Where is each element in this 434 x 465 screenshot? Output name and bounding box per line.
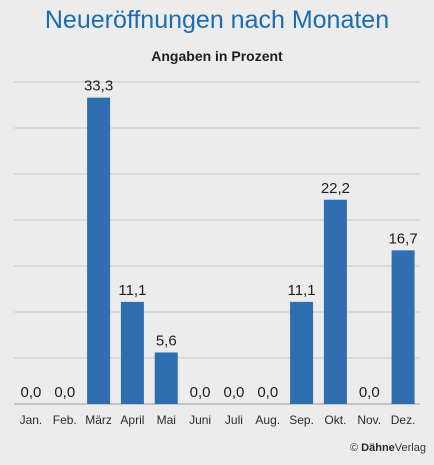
- chart-title: Neueröffnungen nach Monaten: [44, 6, 390, 34]
- x-tick-label: Dez.: [391, 413, 416, 427]
- x-tick-label: Mai: [157, 413, 176, 427]
- bar-Dez.: [391, 250, 415, 404]
- x-tick-label: Nov.: [357, 413, 381, 427]
- value-label: 0,0: [20, 384, 41, 401]
- bar-März: [87, 97, 111, 404]
- chart-subtitle: Angaben in Prozent: [151, 48, 283, 64]
- value-label: 0,0: [54, 384, 75, 401]
- value-label: 11,1: [118, 282, 146, 299]
- value-label: 11,1: [288, 282, 316, 299]
- x-tick-label: Juli: [225, 413, 243, 427]
- x-tick-label: Aug.: [255, 413, 280, 427]
- x-tick-label: März: [85, 413, 112, 427]
- bar-April: [120, 301, 144, 404]
- publisher-suffix: Verlag: [394, 442, 426, 454]
- value-label: 16,7: [388, 230, 417, 247]
- x-tick-label: April: [120, 413, 144, 427]
- bar-Okt.: [323, 199, 347, 404]
- x-tick-label: Feb.: [53, 413, 77, 427]
- value-label: 22,2: [321, 180, 350, 197]
- value-label: 0,0: [190, 384, 211, 401]
- publisher-credit: © DähneVerlag: [350, 442, 426, 454]
- value-label: 0,0: [257, 384, 278, 401]
- bar-Mai: [154, 352, 178, 404]
- x-tick-label: Jan.: [20, 413, 43, 427]
- copyright-symbol: ©: [350, 442, 359, 454]
- publisher-brand: Dähne: [361, 442, 395, 454]
- x-tick-label: Okt.: [324, 413, 346, 427]
- x-tick-label: Juni: [189, 413, 211, 427]
- value-label: 0,0: [359, 384, 380, 401]
- value-label: 5,6: [156, 332, 177, 349]
- x-tick-label: Sep.: [289, 413, 314, 427]
- value-label: 0,0: [223, 384, 244, 401]
- value-label: 33,3: [84, 78, 113, 95]
- bar-Sep.: [290, 301, 314, 404]
